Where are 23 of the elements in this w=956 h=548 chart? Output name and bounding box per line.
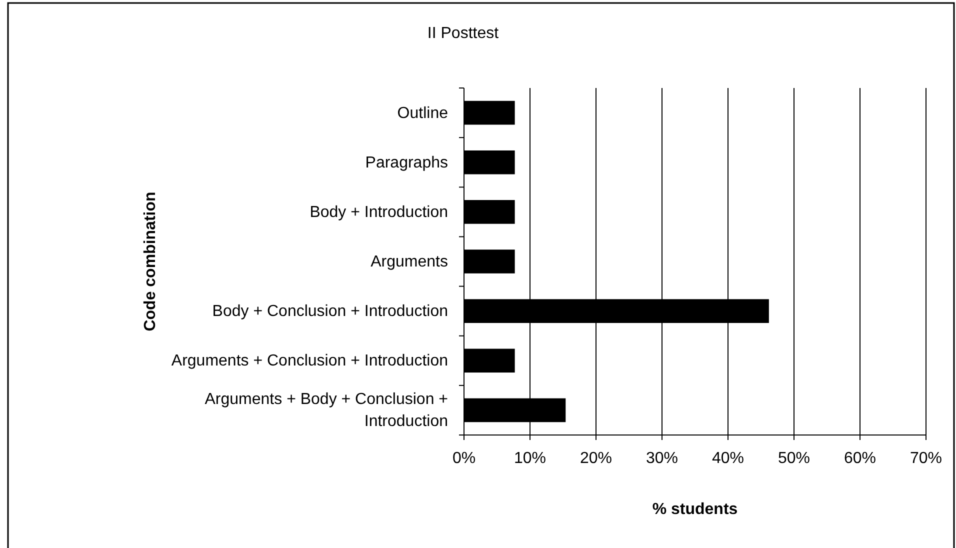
- x-tick-label: 10%: [514, 450, 546, 467]
- y-tick-label: Body + Conclusion + Introduction: [212, 302, 448, 320]
- y-axis-title: Code combination: [142, 192, 159, 332]
- x-tick-label: 40%: [712, 450, 744, 467]
- bar: [464, 348, 515, 373]
- bar: [464, 200, 515, 224]
- x-tick-label: 20%: [580, 450, 612, 467]
- y-tick-label: Arguments: [370, 253, 448, 270]
- bar: [464, 250, 515, 274]
- bar: [464, 150, 515, 174]
- x-tick-label: 50%: [778, 450, 810, 467]
- x-axis-title: % students: [652, 501, 738, 518]
- chart-title: II Posttest: [427, 25, 500, 42]
- x-tick-label: 60%: [844, 450, 876, 467]
- y-tick-label: Arguments + Conclusion + Introduction: [171, 352, 448, 370]
- x-tick-label: 70%: [910, 450, 942, 467]
- y-tick-label: Arguments + Body + Conclusion + Introduction: [204, 390, 448, 430]
- bar: [464, 100, 515, 125]
- x-tick-label: 30%: [646, 450, 678, 467]
- y-tick-label: Body + Introduction: [310, 203, 448, 220]
- x-tick-label: 0%: [452, 450, 476, 467]
- y-tick-label: Outline: [397, 104, 448, 122]
- y-tick-label: Paragraphs: [365, 154, 448, 171]
